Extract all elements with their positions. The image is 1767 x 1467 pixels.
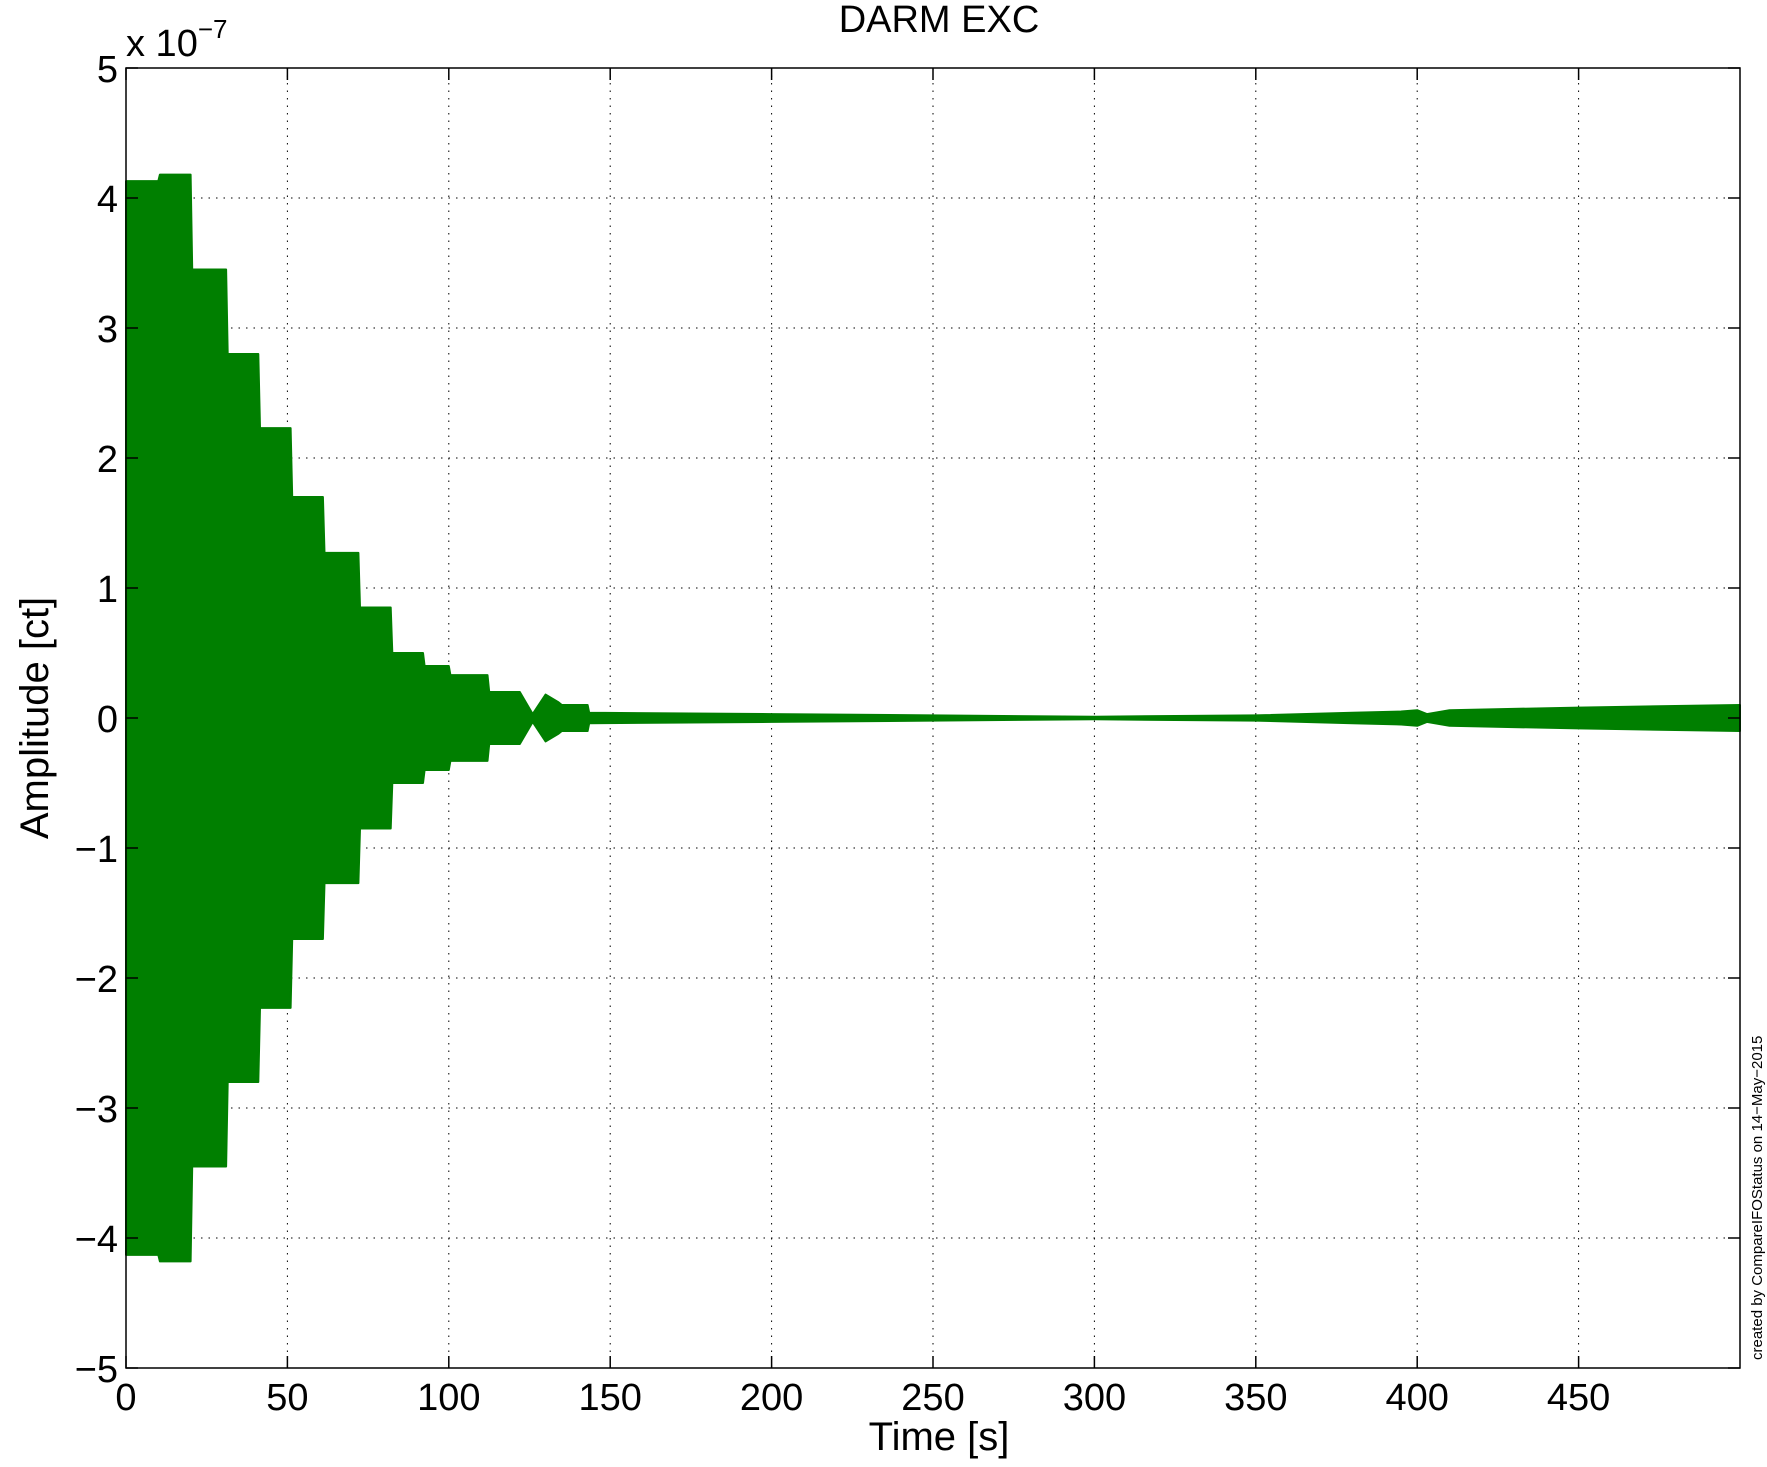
y-axis-multiplier: x 10−7 [126, 14, 227, 65]
x-tick-label: 350 [1224, 1377, 1287, 1419]
creation-annotation: created by CompareIFOStatus on 14−May−20… [1749, 1036, 1766, 1360]
x-tick-label: 100 [417, 1377, 480, 1419]
y-tick-label: 0 [97, 699, 118, 741]
x-tick-label: 250 [901, 1377, 964, 1419]
x-tick-label: 400 [1385, 1377, 1448, 1419]
y-tick-label: −5 [75, 1349, 118, 1391]
tick-labels: 0 50 100 150 200 250 300 350 400 450 5 4 3 2 1 0 −1 −2 −3 −… [75, 49, 1611, 1419]
y-tick-label: 3 [97, 309, 118, 351]
y-tick-label: −1 [75, 829, 118, 871]
y-tick-label: −4 [75, 1219, 118, 1261]
y-multiplier-exponent: −7 [198, 14, 228, 44]
y-tick-label: 4 [97, 179, 118, 221]
x-tick-label: 200 [740, 1377, 803, 1419]
x-tick-label: 150 [578, 1377, 641, 1419]
y-tick-label: 2 [97, 439, 118, 481]
y-tick-label: −2 [75, 959, 118, 1001]
y-tick-label: −3 [75, 1089, 118, 1131]
ticks [125, 67, 1740, 1369]
y-tick-label: 1 [97, 569, 118, 611]
y-axis-title: Amplitude [ct] [13, 597, 57, 839]
x-tick-label: 50 [266, 1377, 308, 1419]
x-tick-label: 300 [1063, 1377, 1126, 1419]
y-multiplier-base: x 10 [126, 23, 198, 65]
y-tick-label: 5 [97, 49, 118, 91]
x-axis-title: Time [s] [869, 1415, 1010, 1459]
x-tick-label: 0 [115, 1377, 136, 1419]
x-tick-label: 450 [1547, 1377, 1610, 1419]
chart-title: DARM EXC [839, 0, 1040, 41]
